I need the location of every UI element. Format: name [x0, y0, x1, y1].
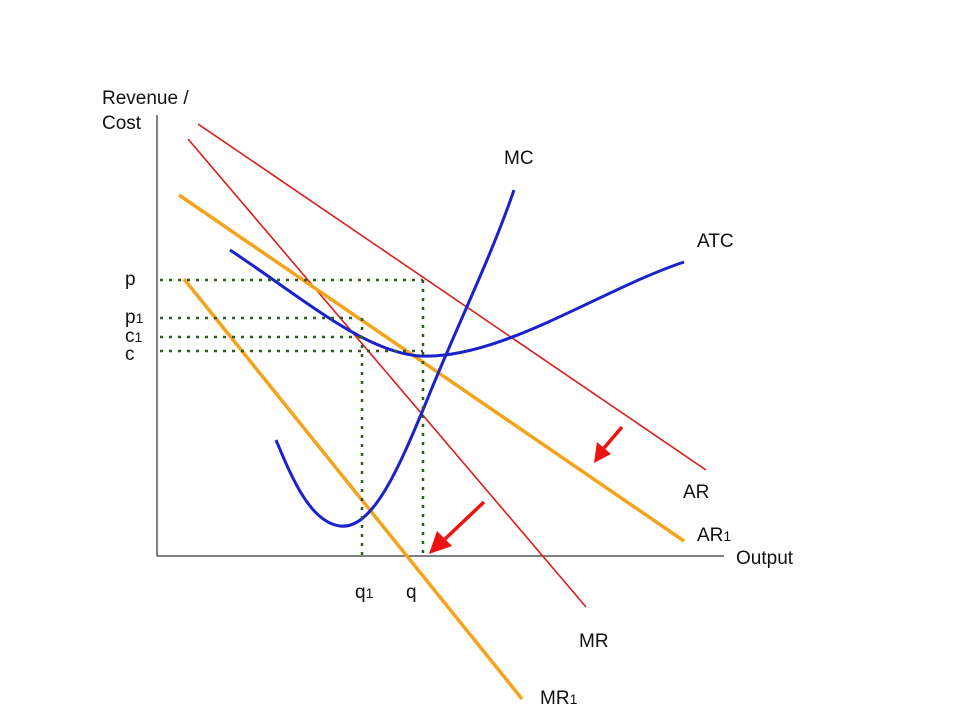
mr1-label: MR1	[540, 688, 578, 709]
x-axis-label: Output	[736, 548, 794, 569]
q-label: q	[406, 582, 417, 603]
q1-label: q1	[355, 582, 374, 603]
ar1-line	[178, 193, 685, 543]
p-label: p	[125, 269, 136, 290]
c1-label: c1	[125, 326, 143, 347]
ar1-label: AR1	[697, 525, 731, 546]
atc-curve	[229, 248, 685, 358]
demand-shift-arrow	[594, 425, 624, 463]
mc-curve	[274, 189, 516, 528]
mr-label: MR	[579, 631, 609, 652]
p1-label: p1	[125, 307, 144, 328]
mr1-line	[182, 277, 524, 701]
ar-line	[197, 123, 707, 471]
mc-label: MC	[504, 148, 534, 169]
guide-lines	[160, 278, 425, 556]
atc-label: ATC	[697, 231, 734, 252]
y-axis-label-line2: Cost	[102, 113, 142, 134]
c-label: c	[125, 344, 135, 365]
ar-label: AR	[683, 482, 709, 503]
mr-shift-arrow	[429, 500, 486, 554]
mr-line	[187, 138, 587, 608]
y-axis-label-line1: Revenue /	[102, 88, 189, 109]
